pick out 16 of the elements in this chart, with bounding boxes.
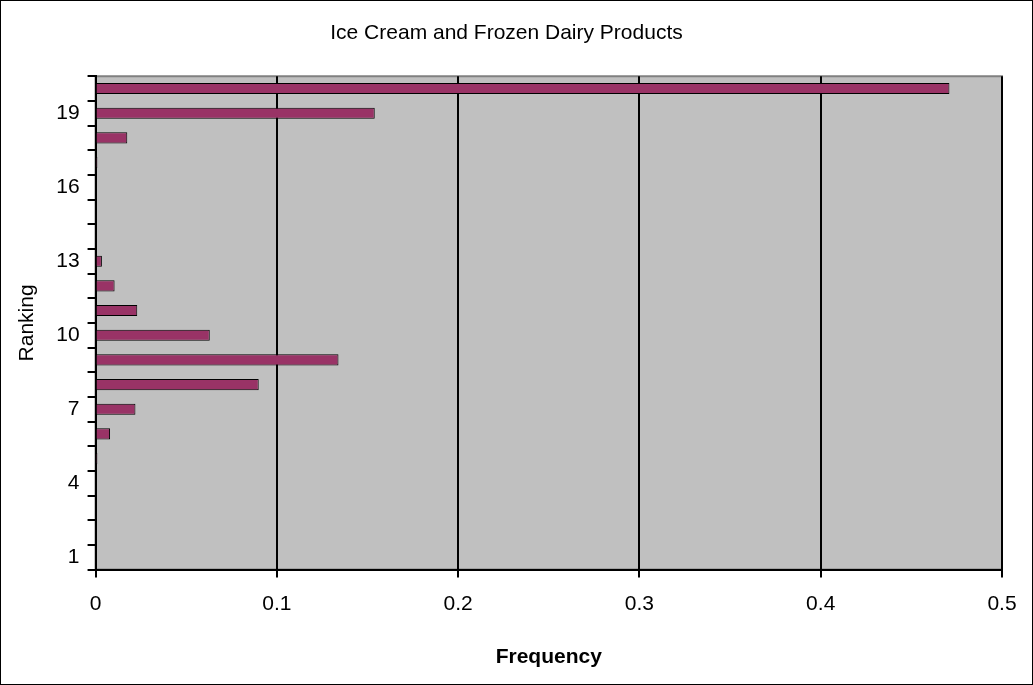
x-tick-label: 0 [89,591,102,614]
x-tick-label: 0.2 [443,591,473,614]
y-axis-title: Ranking [14,284,38,362]
x-tick-label: 0.3 [624,591,655,614]
y-tick-label: 10 [56,322,80,346]
y-tick-label: 16 [56,174,80,198]
x-tick-label: 0.1 [262,591,292,614]
y-tick-label: 19 [56,100,80,123]
y-tick-label: 7 [67,396,80,420]
y-tick-label: 4 [67,470,80,494]
x-tick-label: 0.4 [806,591,836,614]
y-tick-label: 13 [56,248,80,272]
chart-title: Ice Cream and Frozen Dairy Products [330,20,683,44]
x-axis-title: Frequency [495,644,603,668]
y-tick-label: 1 [67,544,80,568]
x-tick-label: 0.5 [987,591,1017,614]
